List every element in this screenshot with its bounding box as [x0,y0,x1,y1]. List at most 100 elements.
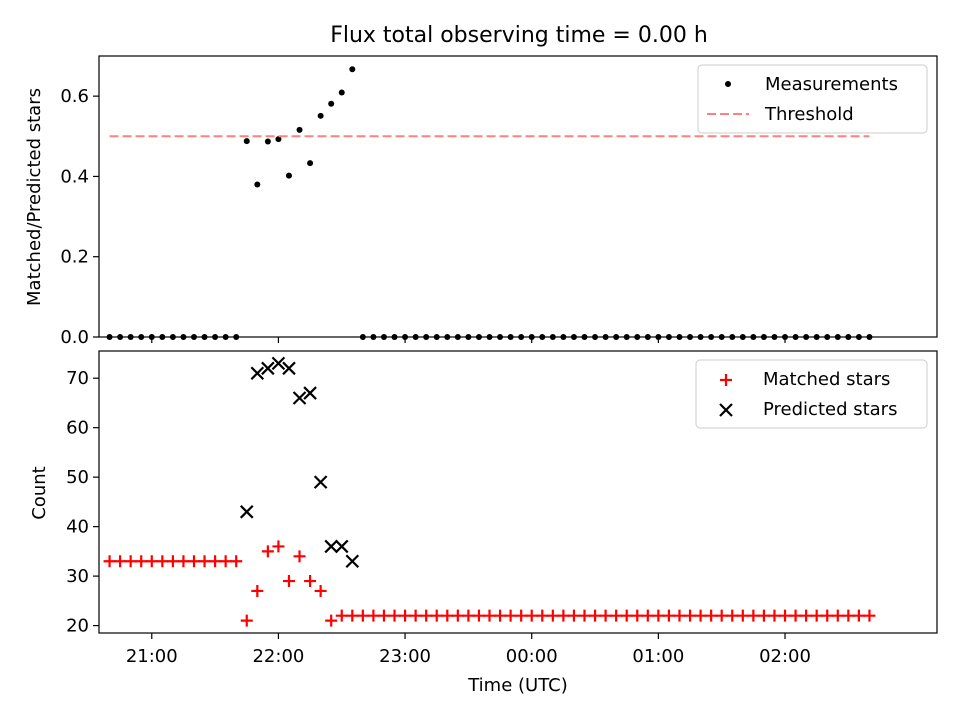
matched-star-marker [240,614,253,627]
matched-star-marker [420,609,433,622]
matched-star-marker [293,550,306,563]
y-tick-label: 30 [66,566,89,587]
predicted-star-marker [239,505,254,519]
matched-star-marker [747,609,760,622]
matched-star-marker [589,609,602,622]
matched-star-marker [282,575,295,588]
matched-star-marker [515,609,528,622]
matched-star-marker [821,609,834,622]
y-tick-label: 40 [66,517,89,538]
x-tick-label: 01:00 [632,646,684,667]
predicted-star-marker [261,361,275,376]
matched-star-marker [145,555,158,568]
predicted-star-marker [313,475,328,489]
matched-star-marker [314,584,327,597]
matched-star-marker [684,609,697,622]
matched-star-marker [842,609,855,622]
matched-star-marker [272,540,285,553]
predicted-star-marker [334,539,349,554]
bottom-legend: Matched stars Predicted stars [695,359,928,429]
matched-star-marker [673,609,686,622]
measurement-point [349,66,356,73]
x-tick-label: 21:00 [126,646,178,667]
y-tick-label: 0.6 [60,86,89,107]
measurement-point [338,89,345,96]
measurement-point [275,136,282,143]
measurement-point [307,160,314,167]
bottom-panel: 20 30 40 50 60 70 21:00 22:00 23:00 00:00 01:00 02:… [29,350,938,696]
legend-threshold-label: Threshold [764,104,854,125]
measurement-point [285,172,292,179]
legend-predicted-label: Predicted stars [763,399,897,420]
predicted-star-marker [345,554,360,569]
predicted-star-marker [303,386,317,400]
matched-star-marker [483,609,496,622]
measurement-point [243,138,250,145]
measurement-point [328,100,335,107]
figure-title: Flux total observing time = 0.00 h [330,23,708,48]
x-tick-label: 00:00 [506,646,558,667]
matched-star-marker [757,609,770,622]
bottom-axis-ticks: 20 30 40 50 60 70 21:00 22:00 23:00 00:00 01:00 02:… [66,368,811,667]
matched-star-marker [156,555,169,568]
predicted-star-marker [282,361,296,376]
matched-star-marker [451,609,464,622]
x-tick-label: 22:00 [252,646,304,667]
matched-star-marker [567,609,580,622]
matched-star-marker [367,609,380,622]
matched-star-marker [472,609,485,622]
legend-matched-label: Matched stars [763,369,890,390]
top-axes-frame [98,55,938,338]
top-y-axis-label: Matched/Predicted stars [24,88,45,306]
y-tick-label: 0.2 [60,247,89,268]
legend-measurements-label: Measurements [765,74,898,95]
measurement-point [296,126,303,133]
top-panel: 0.0 0.2 0.4 0.6 Matched/Predicted stars Mea… [24,55,938,348]
matched-star-marker [177,555,190,568]
matched-star-marker [399,609,412,622]
matched-star-marker [557,609,570,622]
matched-star-marker [652,609,665,622]
matched-star-marker [335,609,348,622]
matched-star-marker [251,584,264,597]
matched-star-marker [610,609,623,622]
matched-star-marker [187,555,200,568]
bottom-legend-box [695,359,928,429]
matched-star-marker [736,609,749,622]
predicted-star-marker [250,366,265,381]
matched-star-marker [135,555,148,568]
matched-star-marker [356,609,369,622]
matched-star-marker [462,609,475,622]
matched-star-marker [779,609,792,622]
matched-star-marker [631,609,644,622]
matched-star-marker [789,609,802,622]
predicted-star-marker [292,391,307,405]
bottom-x-axis-label: Time (UTC) [467,675,568,696]
y-tick-label: 60 [66,418,89,439]
measurement-point [317,112,324,119]
matched-star-marker [103,555,116,568]
measurement-point [264,138,271,145]
matched-star-marker [325,614,338,627]
top-legend-box [697,64,928,134]
bottom-plot-area [103,356,876,627]
matched-star-marker [346,609,359,622]
x-tick-label: 02:00 [759,646,811,667]
matched-star-marker [198,555,211,568]
legend-measurements-marker [725,81,731,87]
matched-star-marker [525,609,538,622]
matched-star-marker [388,609,401,622]
matched-star-marker [494,609,507,622]
matched-star-marker [620,609,633,622]
matched-star-marker [831,609,844,622]
y-tick-label: 50 [66,467,89,488]
matched-star-marker [166,555,179,568]
matched-star-marker [810,609,823,622]
matched-star-marker [662,609,675,622]
legend-predicted-marker [719,403,733,417]
matched-star-marker [546,609,559,622]
y-tick-label: 70 [66,368,89,389]
matched-star-marker [304,575,317,588]
matched-star-marker [599,609,612,622]
